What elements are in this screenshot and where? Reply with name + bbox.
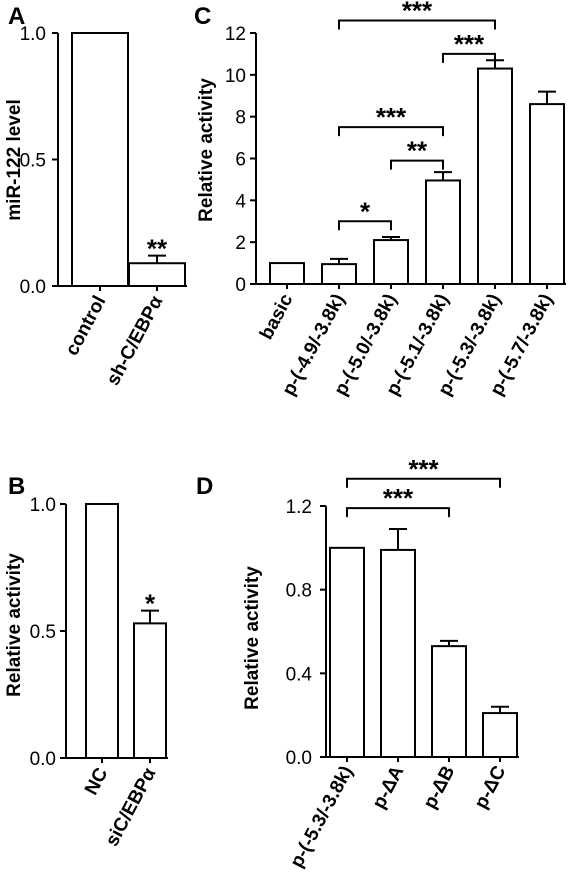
y-tick-label: 8 — [235, 108, 246, 129]
chart-panel-d: D Relative activity 0.0 0.4 0.8 1.2 p-(-5.3/-3… — [196, 454, 519, 871]
y-tick-label: 0 — [235, 275, 246, 296]
y-axis-title: Relative activity — [4, 553, 25, 697]
y-tick-label: 1.0 — [20, 24, 46, 45]
comparison-bracket — [338, 19, 496, 30]
bar — [425, 179, 461, 285]
y-tick-label: 1.2 — [286, 497, 312, 518]
bar — [477, 67, 513, 285]
panel-letter: B — [8, 473, 25, 500]
bar — [269, 262, 305, 286]
y-tick-label: 1.0 — [30, 495, 56, 516]
panel-letter: D — [196, 473, 213, 500]
significance-label: * — [145, 589, 156, 619]
x-tick-label: basic — [256, 290, 298, 343]
bar — [85, 503, 119, 759]
panel-letter: C — [194, 3, 211, 30]
panel-letter: A — [8, 3, 25, 30]
bracket-label: *** — [408, 454, 439, 484]
y-tick-label: 0.5 — [30, 622, 56, 643]
bar — [71, 32, 129, 287]
y-axis-title: Relative activity — [242, 566, 263, 710]
comparison-bracket — [346, 507, 450, 518]
bar — [128, 262, 186, 288]
y-tick-label: 0.5 — [20, 151, 46, 172]
x-tick-label: p-ΔC — [471, 762, 511, 812]
bar — [373, 239, 409, 285]
bar — [380, 548, 416, 758]
bracket-label: *** — [402, 0, 433, 25]
x-tick-label: p-ΔB — [420, 762, 460, 812]
comparison-bracket — [390, 159, 444, 170]
y-tick-label: 2 — [235, 233, 246, 254]
y-tick-label: 0.0 — [30, 749, 56, 770]
bracket-label: *** — [376, 102, 407, 132]
y-tick-label: 12 — [225, 24, 246, 45]
x-tick-label: p-ΔA — [369, 762, 409, 812]
bracket-label: ** — [407, 136, 428, 166]
y-tick-label: 4 — [235, 191, 246, 212]
x-tick-label: NC — [81, 764, 113, 798]
x-tick-label: control — [62, 292, 111, 359]
y-tick-label: 0.4 — [286, 664, 313, 685]
y-tick-label: 6 — [235, 150, 246, 171]
y-axis-title: miR-122 level — [4, 99, 25, 220]
y-tick-label: 0.0 — [20, 277, 46, 298]
x-tick-label: p-(-5.3/-3.8k) — [286, 762, 357, 871]
y-axis-title: Relative activity — [196, 78, 217, 222]
y-tick-label: 0.0 — [286, 748, 312, 769]
y-tick-label: 0.8 — [286, 581, 312, 602]
significance-label: ** — [147, 234, 168, 264]
bar — [431, 645, 467, 758]
bar — [529, 103, 565, 285]
bracket-label: *** — [383, 483, 414, 513]
y-tick-label: 10 — [225, 66, 246, 87]
x-tick-label: sh-C/EBPα — [103, 292, 168, 389]
bar — [482, 712, 518, 759]
comparison-bracket — [338, 220, 392, 231]
comparison-bracket — [338, 126, 444, 137]
bar — [321, 263, 357, 286]
comparison-bracket — [346, 477, 501, 488]
comparison-bracket — [442, 52, 496, 63]
bracket-label: * — [360, 196, 371, 226]
bar — [133, 622, 167, 759]
bar — [329, 546, 365, 758]
bracket-label: *** — [454, 29, 485, 59]
